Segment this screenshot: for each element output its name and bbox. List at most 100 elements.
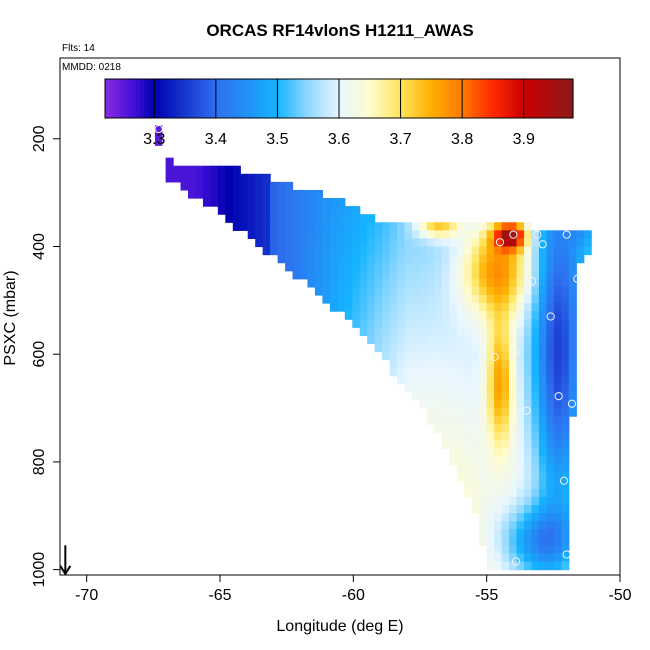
heat-cell [553, 488, 562, 498]
heat-cell [516, 238, 525, 248]
heat-cell [531, 254, 540, 264]
heat-cell [232, 222, 241, 231]
colorbar-swatch [530, 79, 535, 118]
heat-cell [546, 319, 555, 328]
heat-cell [441, 399, 450, 409]
colorbar-swatch [120, 79, 126, 118]
heat-cell [479, 432, 488, 441]
colorbar-swatch [424, 79, 430, 118]
heat-cell [546, 230, 555, 240]
heat-cell [426, 303, 435, 312]
heat-cell [516, 311, 525, 320]
heat-cell [524, 246, 533, 256]
heat-cell [255, 173, 264, 183]
heat-cell [561, 230, 570, 240]
heat-cell [464, 488, 473, 498]
sample-point-marker [559, 476, 569, 485]
heat-cell [404, 319, 413, 328]
heat-cell [449, 303, 458, 312]
heat-cell [329, 222, 338, 231]
heat-cell [516, 399, 525, 409]
heat-cell [382, 351, 391, 361]
heat-cell [382, 343, 391, 353]
heat-cell [553, 351, 562, 361]
heat-cell [494, 270, 503, 280]
heat-cell [501, 303, 510, 312]
heat-cell [516, 521, 525, 530]
heat-cell [367, 246, 376, 256]
heat-cell [389, 230, 398, 240]
heat-cell [561, 488, 570, 498]
heat-cell [546, 440, 555, 450]
heat-cell [247, 206, 256, 215]
heat-cell [471, 375, 480, 385]
heat-cell [449, 311, 458, 320]
heat-cell [471, 383, 480, 393]
heat-cell [568, 351, 577, 361]
heat-cell [277, 198, 286, 207]
heat-cell [464, 286, 473, 296]
heat-cell [426, 335, 435, 345]
heat-cell [419, 254, 428, 264]
heat-cell [538, 408, 547, 417]
heat-cell [531, 286, 540, 296]
heat-cell [501, 529, 510, 538]
heat-cell [538, 230, 547, 240]
heat-cell [344, 311, 353, 320]
heat-cell [531, 262, 540, 272]
heat-cell [568, 311, 577, 320]
heat-cell [471, 480, 480, 490]
heat-cell [531, 416, 540, 425]
heat-cell [471, 408, 480, 417]
heat-cell [561, 521, 570, 530]
heat-cell [456, 335, 465, 345]
heat-cell [486, 327, 495, 336]
heat-cell [583, 230, 592, 240]
heat-cell [516, 416, 525, 425]
heat-cell [247, 222, 256, 231]
heat-cell [568, 399, 577, 409]
heat-cell [509, 456, 518, 466]
heat-cell [419, 262, 428, 272]
heat-cell [479, 408, 488, 417]
heat-cell [449, 286, 458, 296]
heat-cell [382, 246, 391, 256]
heat-cell [516, 327, 525, 336]
heat-cell [479, 521, 488, 530]
heat-cell [434, 303, 443, 312]
heat-cell [471, 262, 480, 272]
heat-cell [486, 375, 495, 385]
heat-cell [374, 230, 383, 240]
heat-cell [524, 448, 533, 458]
heat-cell [479, 496, 488, 506]
x-tick-label: -50 [608, 587, 631, 604]
heat-cell [471, 424, 480, 433]
heat-cell [538, 440, 547, 450]
heat-cell [538, 254, 547, 264]
colorbar-swatch [190, 79, 196, 118]
heat-cell [195, 181, 204, 191]
heat-cell [524, 513, 533, 522]
heat-cell [322, 278, 331, 288]
heat-cell [277, 246, 286, 256]
colorbar-swatch [261, 79, 266, 118]
heat-cell [516, 270, 525, 280]
heat-cell [374, 311, 383, 320]
heat-cell [479, 416, 488, 425]
heat-cell [568, 303, 577, 312]
heat-cell [471, 416, 480, 425]
heat-cell [516, 496, 525, 506]
colorbar-swatch [108, 79, 114, 118]
heat-cell [389, 278, 398, 288]
heat-cell [337, 230, 346, 240]
heat-cell [449, 416, 458, 425]
colorbar-swatch [381, 79, 387, 118]
heat-cell [546, 270, 555, 280]
heat-cell [292, 214, 301, 223]
heat-cell [359, 319, 368, 328]
heat-cell [344, 222, 353, 231]
heat-cell [449, 262, 458, 272]
heat-cell [501, 553, 510, 563]
heat-cell [568, 343, 577, 353]
heat-cell [374, 286, 383, 296]
